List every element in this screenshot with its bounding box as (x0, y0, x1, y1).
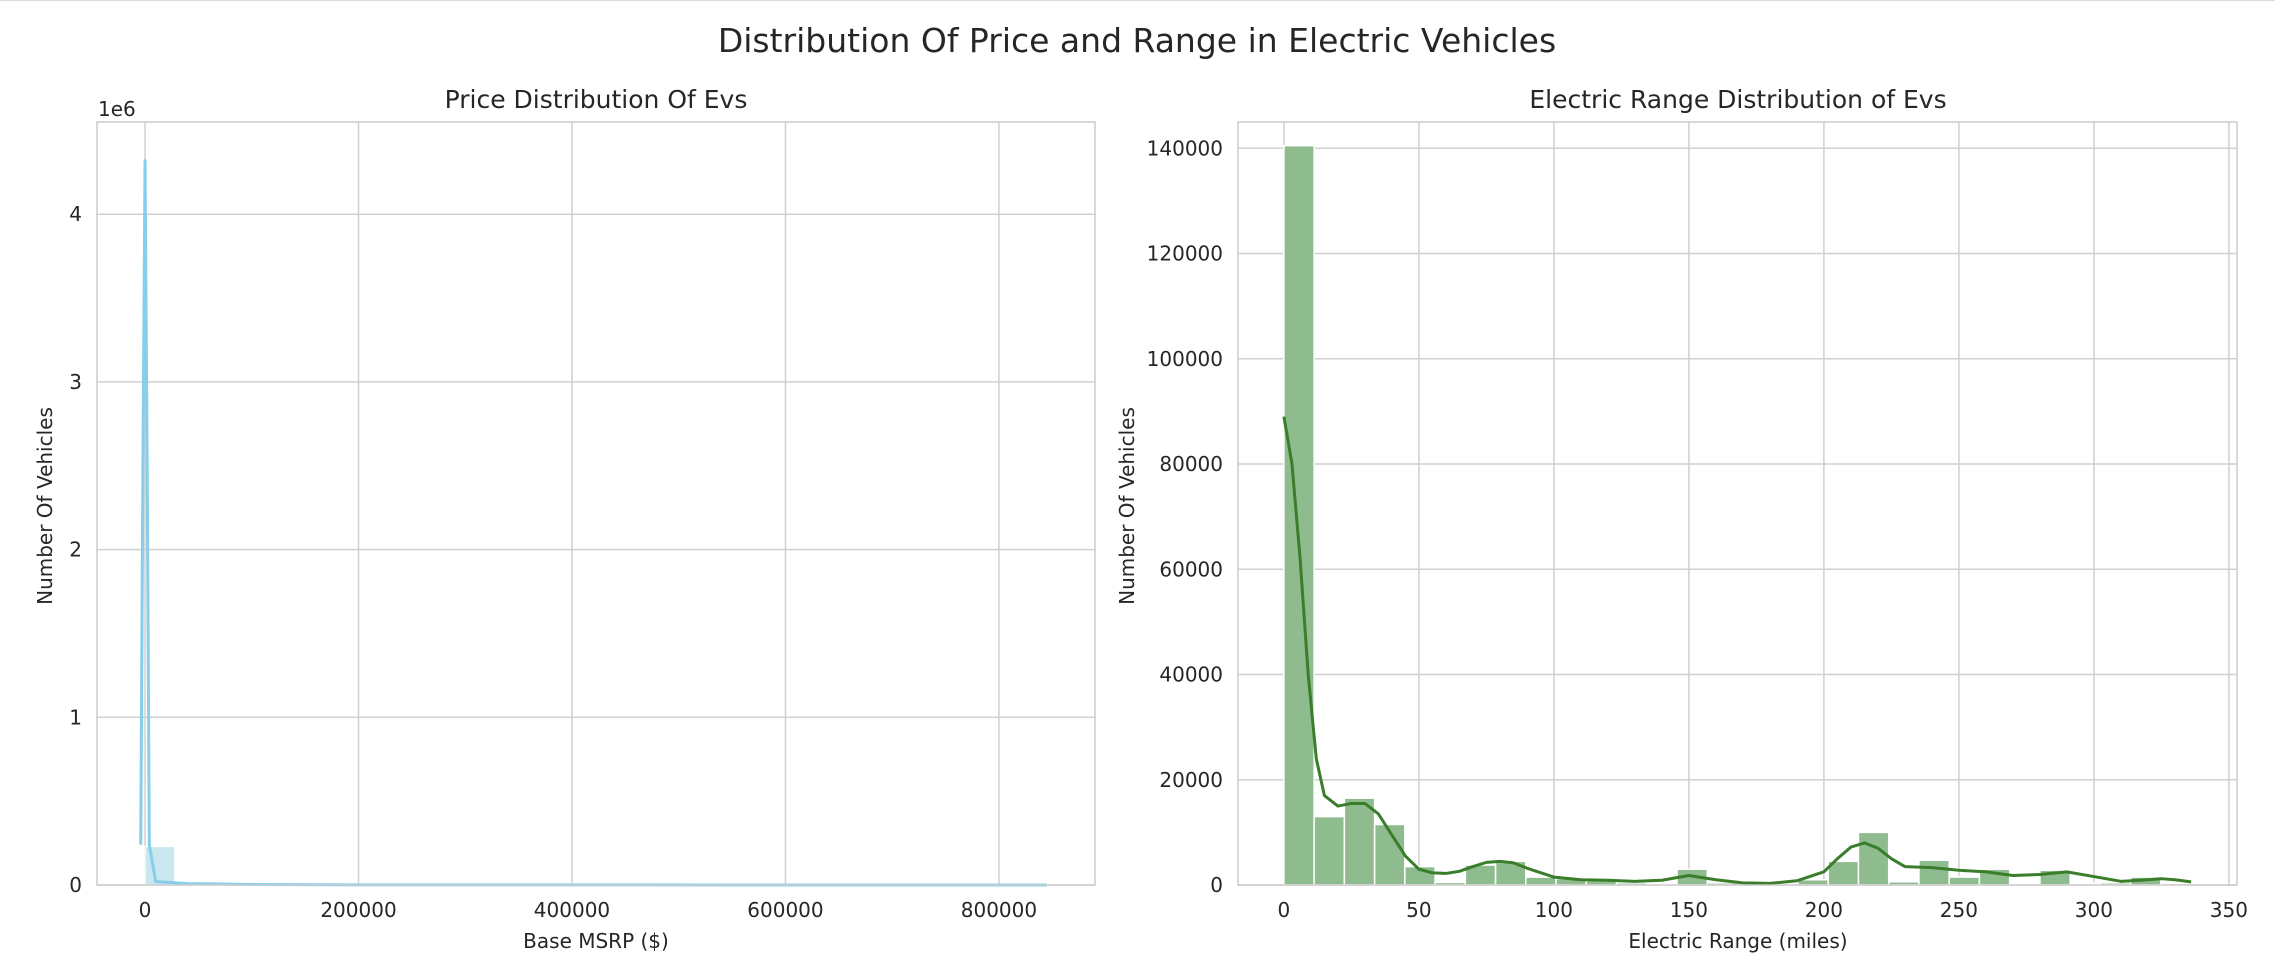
range-y-tick-label: 20000 (1159, 768, 1223, 792)
price-x-tick-label: 200000 (320, 898, 396, 922)
range-chart-ylabel: Number Of Vehicles (1115, 407, 1139, 605)
range-bar (1525, 876, 1557, 886)
price-chart-title: Price Distribution Of Evs (445, 85, 748, 114)
range-x-tick-label: 200 (1805, 898, 1843, 922)
price-chart-offset-text: 1e6 (98, 97, 136, 121)
range-y-tick-label: 120000 (1147, 242, 1223, 266)
price-x-tick-label: 800000 (961, 898, 1037, 922)
price-y-tick-label: 1 (69, 705, 82, 729)
range-kde-line (1282, 416, 2192, 885)
top-border (0, 0, 2275, 1)
range-y-tick-label: 140000 (1147, 136, 1223, 160)
range-x-tick-label: 300 (2075, 898, 2113, 922)
range-x-tick-label: 50 (1406, 898, 1431, 922)
range-x-tick-label: 0 (1278, 898, 1291, 922)
range-bar (1948, 876, 1981, 886)
range-x-tick-label: 150 (1670, 898, 1708, 922)
price-y-tick-label: 3 (69, 370, 82, 394)
figure-title: Distribution Of Price and Range in Elect… (718, 21, 1556, 60)
range-x-tick-label: 100 (1535, 898, 1573, 922)
range-bar (1283, 144, 1315, 886)
price-y-tick-label: 4 (69, 202, 82, 226)
price-chart-ylabel: Number Of Vehicles (33, 407, 57, 605)
price-axes-frame (96, 121, 1096, 886)
range-y-tick-label: 80000 (1159, 452, 1223, 476)
price-chart-xlabel: Base MSRP ($) (523, 929, 669, 953)
range-y-tick-label: 40000 (1159, 663, 1223, 687)
range-y-tick-label: 60000 (1159, 557, 1223, 581)
range-bar (1797, 878, 1829, 886)
range-bar (1343, 797, 1376, 886)
price-x-tick-label: 600000 (747, 898, 823, 922)
range-chart-title: Electric Range Distribution of Evs (1529, 85, 1946, 114)
price-bar (144, 845, 176, 886)
range-chart: Electric Range Distribution of Evs 0 50 10… (1115, 85, 2248, 953)
price-y-tick-label: 2 (69, 538, 82, 562)
range-x-tick-label: 350 (2210, 898, 2248, 922)
price-x-tick-label: 400000 (534, 898, 610, 922)
range-axes-frame (1237, 121, 2238, 886)
range-bar (1313, 815, 1346, 886)
range-x-tick-label: 250 (1940, 898, 1978, 922)
price-x-tick-label: 0 (139, 898, 152, 922)
range-y-tick-label: 100000 (1147, 347, 1223, 371)
range-y-tick-label: 0 (1210, 873, 1223, 897)
price-y-tick-label: 0 (69, 873, 82, 897)
range-bar (1918, 859, 1950, 886)
price-chart: Price Distribution Of Evs 0 200000 400000 6… (33, 85, 1096, 953)
price-kde-line (139, 159, 1047, 887)
range-chart-xlabel: Electric Range (miles) (1628, 929, 1847, 953)
range-bar (1857, 831, 1890, 886)
